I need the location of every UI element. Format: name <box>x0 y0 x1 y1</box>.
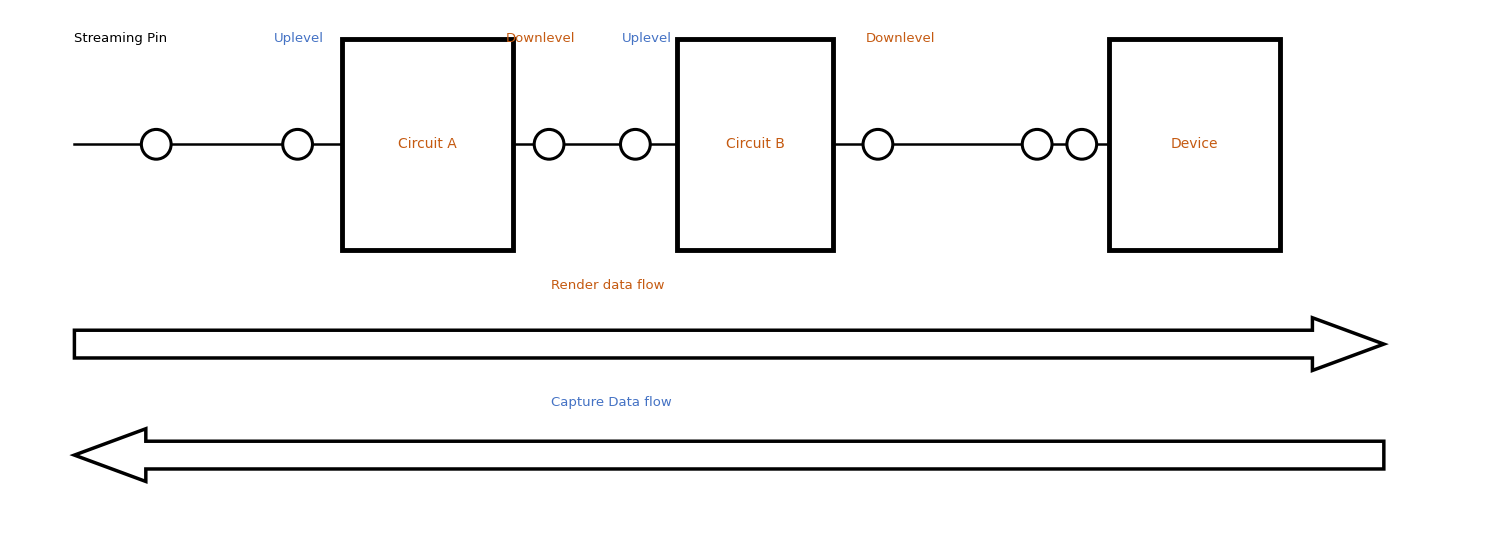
Text: Downlevel: Downlevel <box>866 32 936 46</box>
Text: Downlevel: Downlevel <box>506 32 576 46</box>
FancyArrow shape <box>74 428 1384 481</box>
FancyArrow shape <box>74 317 1384 371</box>
Text: Uplevel: Uplevel <box>622 32 673 46</box>
Ellipse shape <box>620 129 650 159</box>
Bar <box>342 39 513 250</box>
Text: Circuit A: Circuit A <box>399 137 457 152</box>
Text: Uplevel: Uplevel <box>274 32 324 46</box>
Text: Circuit B: Circuit B <box>726 137 784 152</box>
Ellipse shape <box>283 129 312 159</box>
Ellipse shape <box>863 129 893 159</box>
Ellipse shape <box>1067 129 1097 159</box>
Ellipse shape <box>1022 129 1052 159</box>
Ellipse shape <box>534 129 564 159</box>
Text: Device: Device <box>1171 137 1217 152</box>
Text: Streaming Pin: Streaming Pin <box>74 32 168 46</box>
Bar <box>1109 39 1280 250</box>
Bar <box>677 39 833 250</box>
Ellipse shape <box>141 129 171 159</box>
Text: Render data flow: Render data flow <box>551 279 664 292</box>
Text: Capture Data flow: Capture Data flow <box>551 396 671 409</box>
